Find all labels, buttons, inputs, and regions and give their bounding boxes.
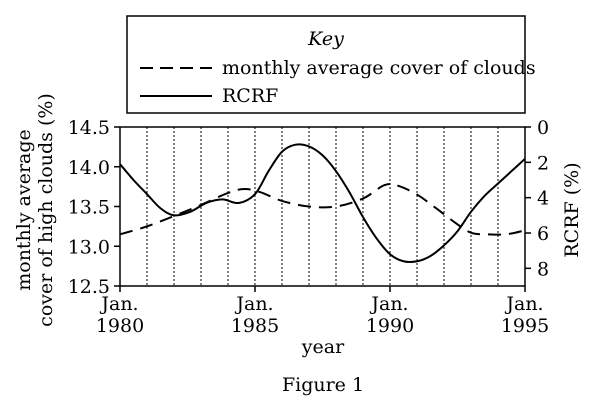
left-tick-label: 14.5 xyxy=(68,117,110,139)
x-tick-label-month: Jan. xyxy=(504,293,543,315)
legend: Key monthly average cover of clouds RCRF xyxy=(126,15,536,114)
left-tick-label: 12.5 xyxy=(68,276,110,298)
left-tick-label: 13.5 xyxy=(68,197,110,219)
x-tick-label-month: Jan. xyxy=(99,293,138,315)
x-tick-label-year: 1995 xyxy=(501,315,549,337)
series-line-cloud-cover xyxy=(119,182,526,236)
legend-label-clouds: monthly average cover of clouds xyxy=(222,57,536,79)
x-axis-title: year xyxy=(301,336,345,358)
x-tick-label-year: 1980 xyxy=(96,315,144,337)
left-axis-title-line1: monthly average xyxy=(13,129,35,291)
legend-label-rcrf: RCRF xyxy=(222,85,278,107)
legend-box xyxy=(126,15,526,114)
x-tick-label-year: 1990 xyxy=(366,315,414,337)
right-tick-label: 2 xyxy=(537,152,549,174)
right-axis-title: RCRF (%) xyxy=(561,162,583,257)
right-tick-label: 6 xyxy=(537,223,549,245)
series-line-rcrf xyxy=(119,143,526,264)
x-tick-label-year: 1985 xyxy=(231,315,279,337)
series-layer xyxy=(119,143,526,264)
x-tick-label-month: Jan. xyxy=(234,293,273,315)
figure-caption: Figure 1 xyxy=(282,374,364,396)
right-tick-label: 0 xyxy=(537,117,549,139)
x-tick-label-month: Jan. xyxy=(369,293,408,315)
vertical-gridlines xyxy=(146,127,499,286)
left-axis: 12.5 13.0 13.5 14.0 14.5 xyxy=(68,117,120,298)
right-tick-label: 4 xyxy=(537,188,549,210)
right-axis: 0 2 4 6 8 xyxy=(525,117,549,280)
left-tick-label: 13.0 xyxy=(68,236,110,258)
left-tick-label: 14.0 xyxy=(68,157,110,179)
legend-title: Key xyxy=(307,28,344,50)
right-tick-label: 8 xyxy=(537,258,549,280)
left-axis-title-line2: cover of high clouds (%) xyxy=(35,93,57,327)
